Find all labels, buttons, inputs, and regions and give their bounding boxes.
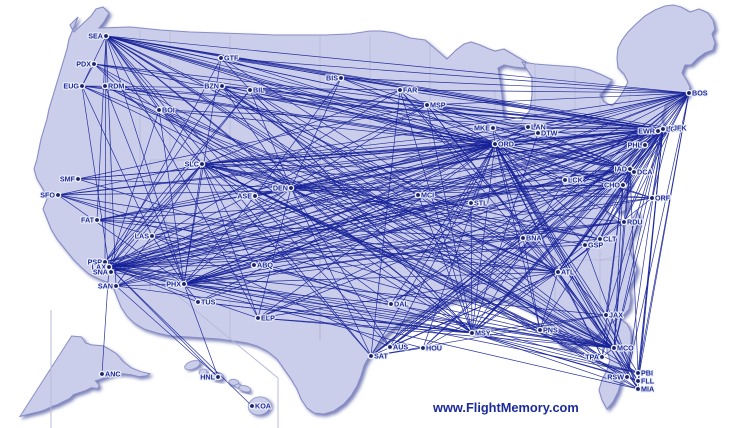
svg-text:PNS: PNS: [543, 325, 558, 334]
svg-text:ASE: ASE: [237, 191, 252, 200]
svg-text:EUG: EUG: [63, 81, 79, 90]
svg-text:CHO: CHO: [604, 180, 620, 189]
svg-text:LCK: LCK: [568, 175, 584, 184]
svg-text:MSY: MSY: [475, 328, 491, 337]
svg-text:PDX: PDX: [76, 59, 91, 68]
svg-text:IAD: IAD: [615, 164, 627, 173]
svg-text:JFK: JFK: [673, 123, 687, 132]
svg-text:EWR: EWR: [638, 126, 656, 135]
svg-text:SFO: SFO: [40, 190, 55, 199]
svg-text:DEN: DEN: [273, 183, 288, 192]
svg-text:DTW: DTW: [541, 128, 558, 137]
svg-text:LAS: LAS: [135, 231, 150, 240]
svg-text:SEA: SEA: [88, 31, 103, 40]
svg-text:PHX: PHX: [166, 279, 181, 288]
svg-text:MCO: MCO: [617, 343, 634, 352]
svg-text:FAT: FAT: [81, 215, 95, 224]
svg-text:SMF: SMF: [60, 174, 76, 183]
svg-text:MKE: MKE: [474, 123, 490, 132]
svg-text:RDM: RDM: [108, 81, 124, 90]
svg-text:ORD: ORD: [498, 139, 514, 148]
svg-text:GSP: GSP: [588, 240, 603, 249]
svg-text:GTF: GTF: [224, 53, 239, 62]
svg-text:MIA: MIA: [641, 384, 654, 393]
svg-text:ABQ: ABQ: [257, 260, 273, 269]
svg-text:www.FlightMemory.com: www.FlightMemory.com: [432, 400, 579, 415]
svg-text:HNL: HNL: [200, 372, 215, 381]
svg-text:KOA: KOA: [255, 401, 271, 410]
svg-text:MCI: MCI: [421, 190, 434, 199]
svg-text:BOI: BOI: [162, 105, 175, 114]
svg-text:MSP: MSP: [430, 100, 446, 109]
svg-text:ORF: ORF: [655, 193, 671, 202]
svg-text:RDU: RDU: [627, 217, 643, 226]
svg-text:CLT: CLT: [603, 234, 617, 243]
svg-text:BZN: BZN: [204, 81, 219, 90]
svg-text:ATL: ATL: [561, 267, 575, 276]
svg-text:RSW: RSW: [607, 372, 624, 381]
svg-text:TPA: TPA: [585, 352, 599, 361]
svg-text:DAL: DAL: [394, 299, 409, 308]
svg-text:PHL: PHL: [628, 140, 643, 149]
svg-text:BIS: BIS: [326, 73, 338, 82]
svg-text:TUS: TUS: [201, 297, 216, 306]
svg-text:STL: STL: [474, 198, 488, 207]
svg-text:SAN: SAN: [98, 281, 113, 290]
svg-text:SNA: SNA: [93, 267, 108, 276]
svg-text:HOU: HOU: [426, 343, 442, 352]
svg-text:BOS: BOS: [692, 88, 708, 97]
svg-text:SLC: SLC: [185, 159, 199, 168]
svg-text:AUS: AUS: [393, 342, 408, 351]
svg-text:FAR: FAR: [403, 85, 418, 94]
svg-text:JAX: JAX: [609, 310, 623, 319]
svg-text:DCA: DCA: [637, 167, 653, 176]
svg-text:SAT: SAT: [374, 351, 388, 360]
svg-text:ELP: ELP: [261, 313, 275, 322]
svg-text:ANC: ANC: [105, 369, 121, 378]
svg-text:BIL: BIL: [253, 85, 265, 94]
svg-text:BNA: BNA: [526, 233, 542, 242]
